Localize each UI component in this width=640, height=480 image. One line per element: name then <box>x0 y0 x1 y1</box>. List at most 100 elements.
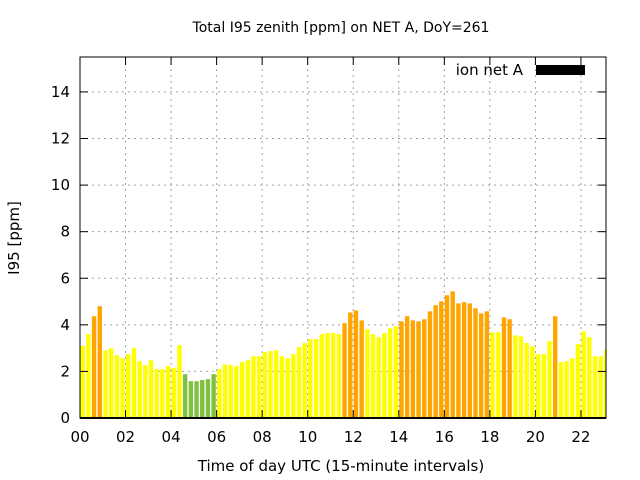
y-tick-label: 0 <box>60 409 70 427</box>
bar <box>296 346 302 418</box>
bar <box>575 344 581 418</box>
x-axis-label: Time of day UTC (15-minute intervals) <box>197 457 484 475</box>
bar <box>234 366 239 418</box>
bar <box>182 374 188 418</box>
bar <box>518 336 524 418</box>
x-tick-label: 04 <box>162 428 181 446</box>
bar <box>274 350 279 418</box>
bar <box>177 345 182 418</box>
bar <box>581 331 586 418</box>
y-tick-label: 10 <box>51 176 70 194</box>
bar <box>330 332 336 418</box>
legend: ion net A <box>456 61 585 79</box>
bar <box>268 351 273 418</box>
bar <box>587 337 592 418</box>
bar <box>126 354 131 418</box>
grid <box>80 57 606 418</box>
bar <box>478 313 484 418</box>
bar <box>228 365 233 418</box>
bar <box>302 343 307 418</box>
bar <box>313 339 319 418</box>
bar <box>131 348 137 418</box>
bar <box>222 364 228 418</box>
x-tick-label: 16 <box>435 428 454 446</box>
bar <box>291 354 296 418</box>
bar <box>592 356 598 418</box>
bar <box>404 316 410 418</box>
x-tick-label: 02 <box>116 428 135 446</box>
x-tick-label: 06 <box>207 428 226 446</box>
bar <box>342 323 347 418</box>
bar <box>148 360 154 418</box>
bar <box>598 356 603 418</box>
bar <box>541 354 546 418</box>
bar <box>564 361 569 418</box>
bar <box>200 380 205 418</box>
bar <box>524 343 529 418</box>
x-tick-label: 00 <box>70 428 89 446</box>
bar <box>80 345 85 418</box>
bar <box>325 332 330 418</box>
bar <box>433 305 438 418</box>
bar <box>205 379 211 418</box>
bar <box>427 311 433 418</box>
bar <box>165 366 171 418</box>
bar <box>439 301 444 418</box>
bar <box>530 346 535 418</box>
bar <box>143 365 148 418</box>
x-tick-label: 22 <box>571 428 590 446</box>
bar <box>160 369 165 418</box>
bar <box>137 361 142 418</box>
bar <box>365 329 370 418</box>
bar <box>473 308 478 418</box>
y-tick-label: 4 <box>60 316 70 334</box>
bar <box>256 356 262 418</box>
bar <box>359 320 364 418</box>
bar <box>114 355 120 418</box>
bar <box>370 334 376 418</box>
bar <box>535 354 541 418</box>
legend-swatch <box>536 65 585 75</box>
bar <box>336 334 342 418</box>
bar <box>251 356 256 418</box>
bar <box>490 332 495 418</box>
bar <box>604 349 606 418</box>
bar <box>279 356 285 418</box>
bar <box>194 381 199 418</box>
bar <box>513 335 518 418</box>
legend-label: ion net A <box>456 61 524 79</box>
bar <box>558 362 564 418</box>
bar <box>171 368 176 418</box>
bar <box>496 332 501 418</box>
x-tick-label: 10 <box>298 428 317 446</box>
bar <box>91 316 97 418</box>
bar <box>217 369 222 418</box>
bar <box>484 311 490 418</box>
bar <box>444 295 450 418</box>
bar <box>97 306 102 418</box>
bar <box>211 374 216 418</box>
bar <box>416 321 421 418</box>
y-axis-label: I95 [ppm] <box>5 201 23 275</box>
bar <box>467 303 472 418</box>
bar <box>501 317 507 418</box>
bars <box>80 291 606 418</box>
bar <box>456 303 461 418</box>
bar <box>387 328 393 418</box>
x-tick-label: 18 <box>480 428 499 446</box>
bar <box>108 348 114 418</box>
bar <box>382 332 387 418</box>
bar <box>552 316 558 418</box>
bar <box>461 302 467 418</box>
bar <box>245 360 250 418</box>
bar <box>353 310 359 418</box>
bar <box>154 369 159 418</box>
y-tick-label: 12 <box>51 130 70 148</box>
bar <box>120 358 125 418</box>
bar <box>239 362 245 418</box>
bar <box>86 334 91 418</box>
y-tick-label: 14 <box>51 83 70 101</box>
bar <box>188 381 194 418</box>
bar <box>348 312 353 418</box>
